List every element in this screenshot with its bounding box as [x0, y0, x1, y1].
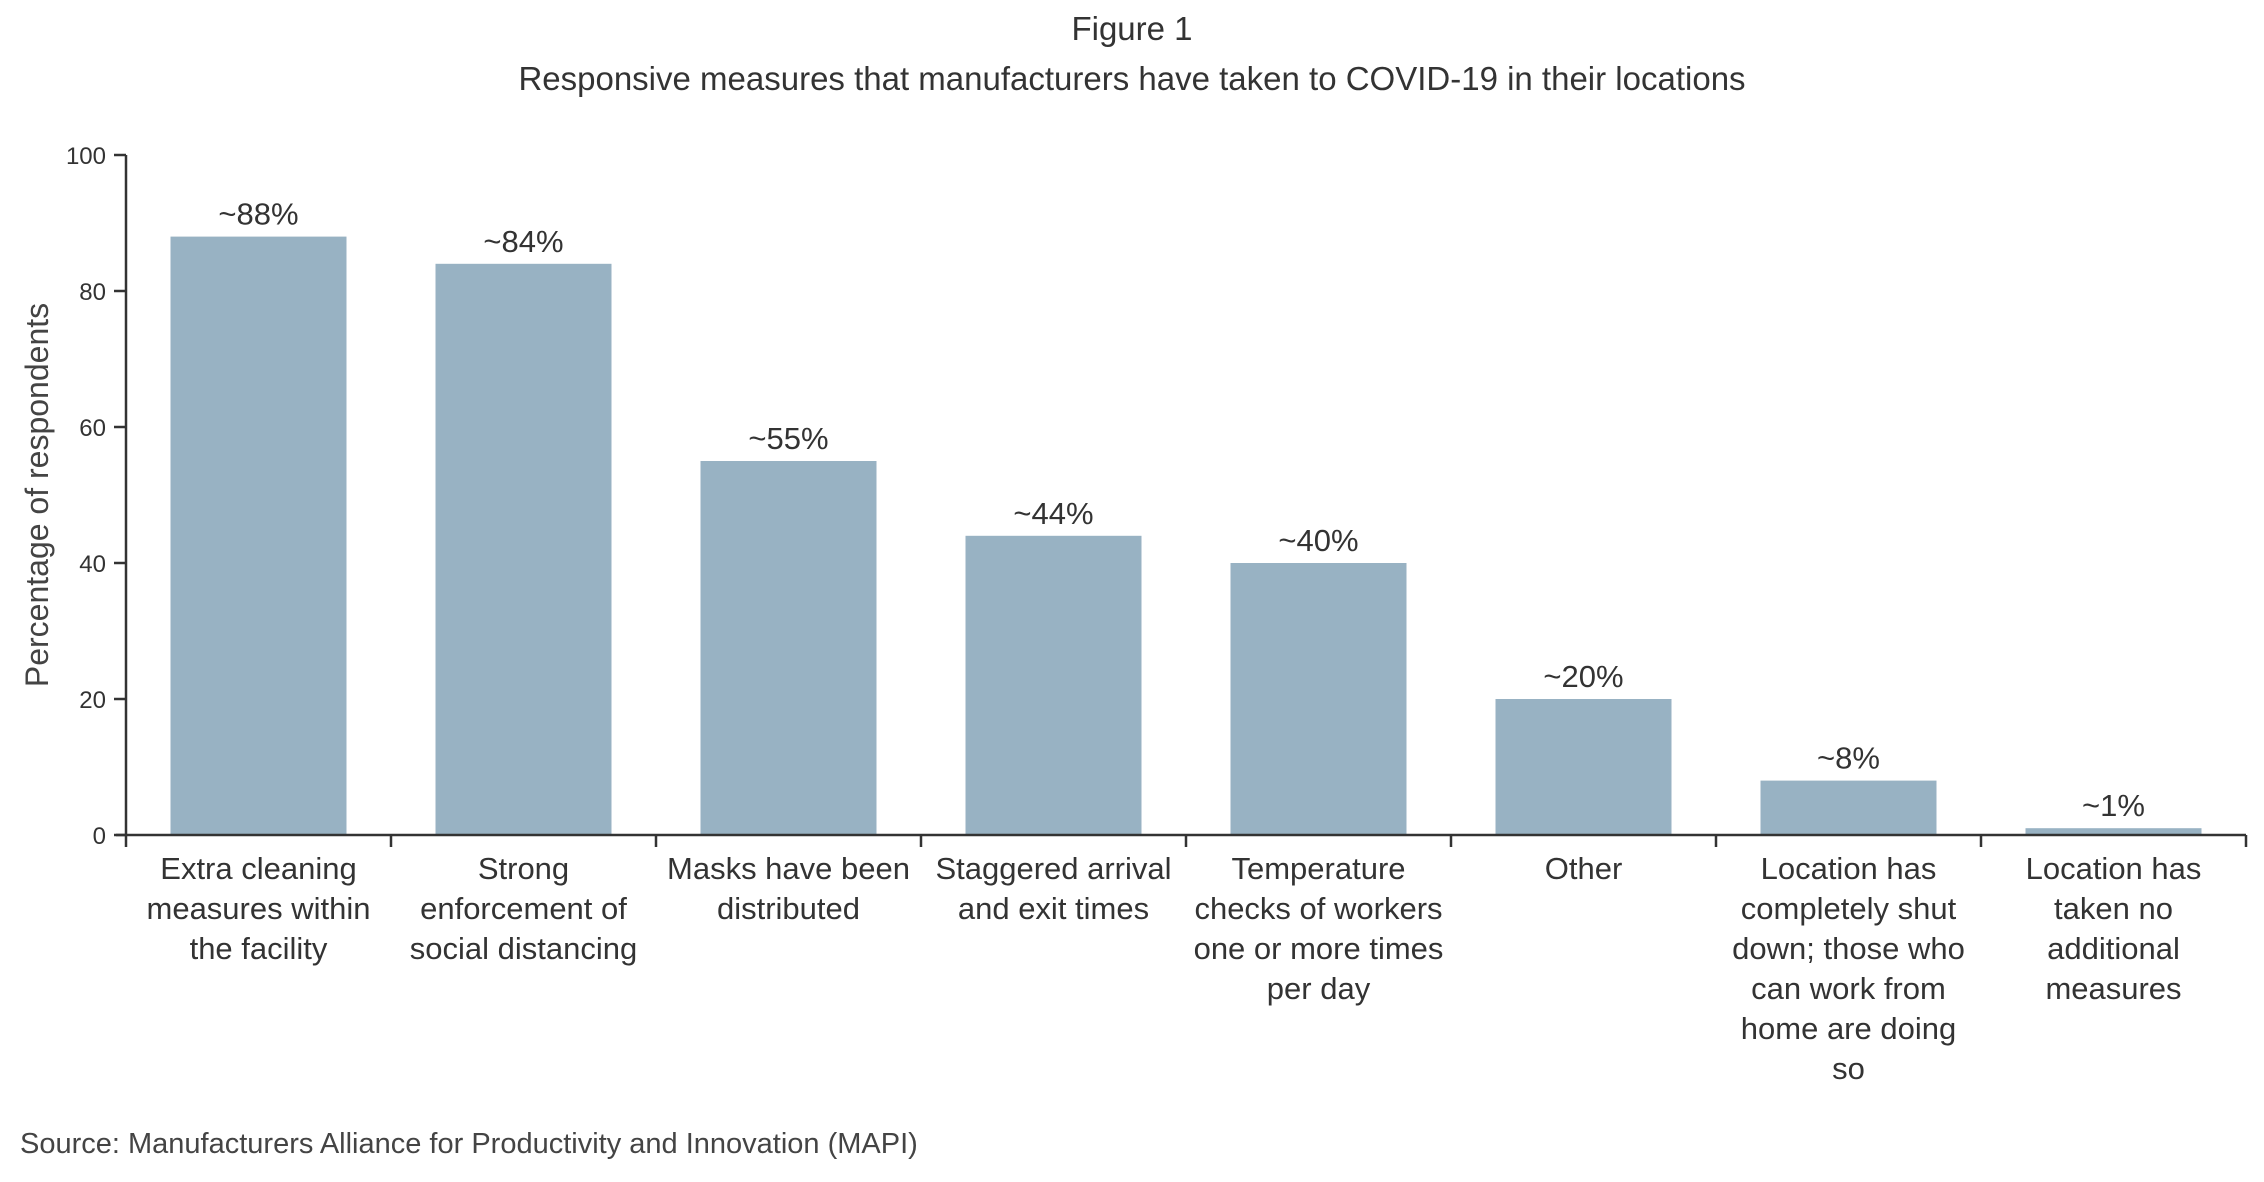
figure-label: Figure 1 — [1071, 10, 1193, 47]
x-tick-label: Location has completely shut down; those… — [1732, 851, 1965, 1086]
x-tick-label: Staggered arrival and exit times — [935, 851, 1172, 926]
data-labels-layer: ~88% ~84% ~55% ~44% ~40% ~20% ~8% ~1% — [218, 197, 2145, 824]
y-tick-label: 80 — [79, 279, 106, 306]
bar — [965, 535, 1142, 835]
bar — [435, 263, 612, 835]
y-axis-title: Percentage of respondents — [19, 303, 55, 687]
data-label: ~20% — [1543, 659, 1623, 694]
bar — [700, 461, 877, 835]
x-tick-label: Masks have been distributed — [667, 851, 910, 926]
bar — [1230, 563, 1407, 835]
x-tick-label: Other — [1544, 851, 1623, 886]
y-tick-label: 0 — [93, 823, 106, 850]
y-tick-label: 20 — [79, 687, 106, 714]
chart-title: Responsive measures that manufacturers h… — [518, 60, 1746, 97]
data-label: ~1% — [2082, 788, 2145, 823]
bar — [1760, 780, 1937, 835]
source-note: Source: Manufacturers Alliance for Produ… — [20, 1128, 918, 1160]
data-label: ~55% — [748, 421, 828, 456]
bar — [1495, 699, 1672, 835]
y-tick-label: 40 — [79, 551, 106, 578]
bars-layer — [170, 236, 2202, 836]
data-label: ~44% — [1013, 496, 1093, 531]
data-label: ~84% — [483, 224, 563, 259]
bar — [2025, 828, 2202, 835]
bar — [170, 236, 347, 836]
x-tick-label: Temperature checks of workers one or mor… — [1193, 851, 1444, 1006]
axes-layer: 0 20 40 60 80 100 — [66, 143, 2248, 850]
data-label: ~88% — [218, 197, 298, 232]
data-label: ~40% — [1278, 523, 1358, 558]
x-tick-label: Location has taken no additional measure… — [2025, 851, 2202, 1006]
y-tick-label: 60 — [79, 415, 106, 442]
x-tick-label: Extra cleaning measures within the facil… — [146, 851, 371, 966]
data-label: ~8% — [1817, 741, 1880, 776]
y-tick-label: 100 — [66, 143, 106, 170]
x-tick-label: Strong enforcement of social distancing — [409, 851, 638, 966]
